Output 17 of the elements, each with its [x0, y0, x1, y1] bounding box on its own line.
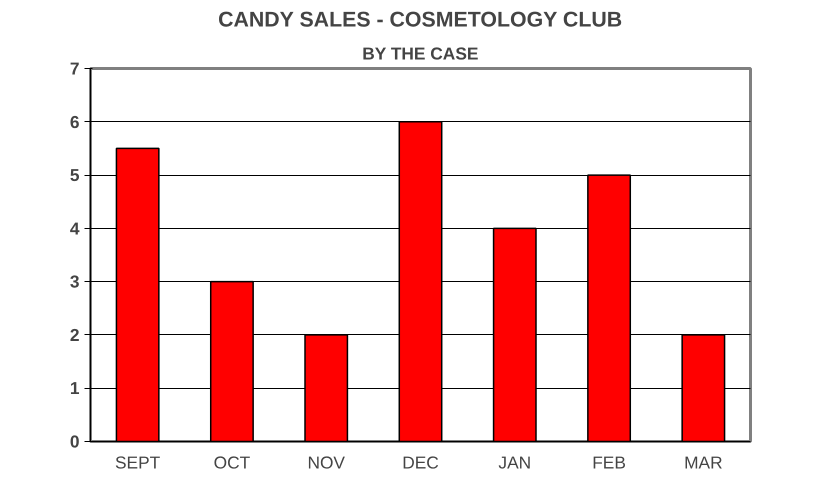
- x-tick-label: SEPT: [115, 452, 161, 472]
- y-tick-label: 1: [70, 378, 80, 398]
- x-tick-label: DEC: [402, 452, 439, 472]
- y-tick-label: 2: [70, 324, 80, 345]
- x-tick-label: MAR: [684, 452, 723, 472]
- y-tick-label: 4: [70, 218, 80, 238]
- chart-subtitle: BY THE CASE: [362, 44, 478, 64]
- y-tick-label: 7: [70, 58, 80, 78]
- y-tick-label: 3: [70, 272, 80, 292]
- x-tick-label: NOV: [307, 452, 346, 472]
- x-tick-label: OCT: [214, 452, 251, 472]
- y-tick-label: 5: [70, 165, 80, 186]
- x-tick-label: JAN: [498, 452, 532, 472]
- y-tick-label: 6: [70, 112, 80, 132]
- x-tick-label: FEB: [592, 452, 626, 472]
- y-tick-label: 0: [70, 432, 80, 452]
- chart-title: CANDY SALES - COSMETOLOGY CLUB: [218, 8, 622, 32]
